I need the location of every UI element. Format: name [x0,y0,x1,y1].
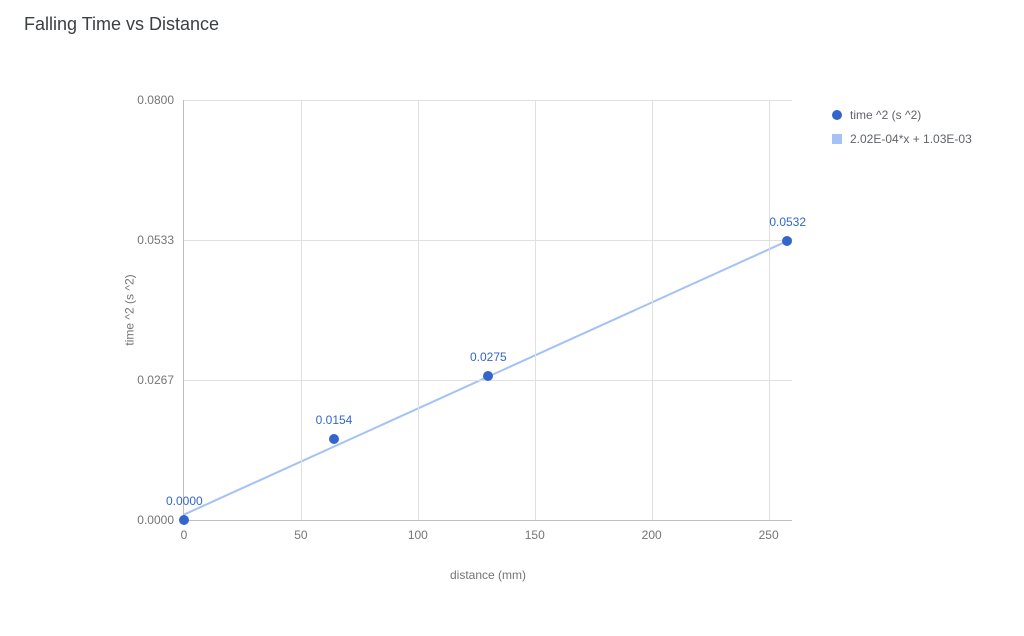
legend-label: 2.02E-04*x + 1.03E-03 [850,132,972,146]
y-tick-label: 0.0000 [137,513,174,527]
data-point [329,434,339,444]
grid-vertical [301,100,302,520]
data-point [179,515,189,525]
data-point [483,371,493,381]
legend: time ^2 (s ^2) 2.02E-04*x + 1.03E-03 [832,108,972,156]
y-tick-label: 0.0533 [137,233,174,247]
grid-horizontal [184,100,792,101]
x-tick-label: 0 [181,528,188,542]
data-point-label: 0.0154 [316,413,353,427]
x-tick-label: 200 [642,528,662,542]
x-axis-label: distance (mm) [450,568,526,582]
x-tick-label: 100 [408,528,428,542]
x-tick-label: 150 [525,528,545,542]
data-point-label: 0.0532 [769,215,806,229]
trendline-layer [184,100,792,520]
x-tick-label: 50 [294,528,307,542]
grid-vertical [769,100,770,520]
x-tick-label: 250 [759,528,779,542]
grid-vertical [652,100,653,520]
y-tick-label: 0.0267 [137,373,174,387]
legend-label: time ^2 (s ^2) [850,108,921,122]
plot-area: time ^2 (s ^2) distance (mm) 05010015020… [183,100,792,521]
legend-item: time ^2 (s ^2) [832,108,972,122]
data-point [782,236,792,246]
data-point-label: 0.0275 [470,350,507,364]
y-tick-label: 0.0800 [137,93,174,107]
data-point-label: 0.0000 [166,494,203,508]
grid-horizontal [184,240,792,241]
grid-vertical [418,100,419,520]
legend-square-icon [832,134,842,144]
chart-title: Falling Time vs Distance [24,14,219,35]
legend-item: 2.02E-04*x + 1.03E-03 [832,132,972,146]
legend-circle-icon [832,110,842,120]
grid-vertical [535,100,536,520]
y-axis-label: time ^2 (s ^2) [123,274,137,345]
chart-container: Falling Time vs Distance time ^2 (s ^2) … [0,0,1024,636]
